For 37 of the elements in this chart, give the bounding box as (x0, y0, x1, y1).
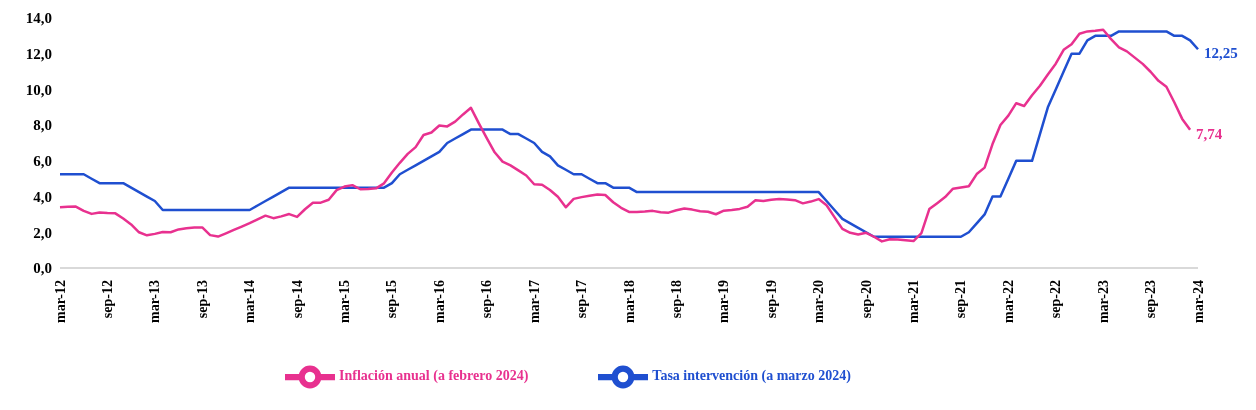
x-tick-label: mar-20 (811, 280, 827, 324)
x-tick-label: mar-15 (337, 280, 352, 324)
x-tick-label: sep-22 (1048, 280, 1064, 319)
y-tick-label: 14,0 (25, 10, 52, 27)
x-tick-label: sep-20 (858, 280, 874, 319)
x-tick-label: mar-21 (906, 280, 921, 324)
x-tick-label: sep-12 (99, 280, 115, 319)
x-tick-label: mar-19 (716, 280, 732, 324)
x-tick-label: sep-18 (668, 280, 684, 319)
data-label: 12,25 (1204, 45, 1238, 62)
data-label: 7,74 (1196, 125, 1223, 142)
x-tick-label: sep-21 (953, 280, 969, 319)
x-tick-label: mar-16 (431, 280, 447, 324)
y-tick-label: 0,0 (33, 260, 52, 277)
x-tick-label: mar-23 (1095, 280, 1111, 324)
x-tick-label: sep-17 (574, 280, 590, 319)
y-tick-label: 12,0 (25, 46, 52, 63)
x-tick-label: sep-16 (479, 280, 495, 319)
y-tick-label: 2,0 (33, 224, 52, 241)
x-tick-label: sep-14 (289, 280, 305, 319)
x-tick-label: mar-22 (1000, 280, 1016, 324)
x-tick-label: sep-15 (384, 280, 400, 319)
y-tick-label: 8,0 (33, 117, 52, 134)
x-tick-label: sep-23 (1143, 280, 1159, 319)
x-tick-label: mar-14 (242, 280, 258, 324)
x-tick-label: mar-12 (52, 280, 68, 324)
x-tick-label: sep-13 (194, 280, 210, 319)
y-tick-label: 6,0 (33, 153, 52, 170)
y-tick-label: 10,0 (25, 81, 52, 98)
x-tick-label: mar-24 (1190, 280, 1206, 324)
x-tick-label: sep-19 (763, 280, 779, 319)
x-tick-label: mar-13 (147, 280, 163, 324)
x-tick-label: mar-17 (526, 280, 542, 324)
y-tick-label: 4,0 (33, 188, 52, 205)
x-tick-label: mar-18 (621, 280, 637, 324)
legend-label: Tasa intervención (a marzo 2024) (652, 368, 851, 384)
legend-label: Inflación anual (a febrero 2024) (339, 368, 529, 384)
